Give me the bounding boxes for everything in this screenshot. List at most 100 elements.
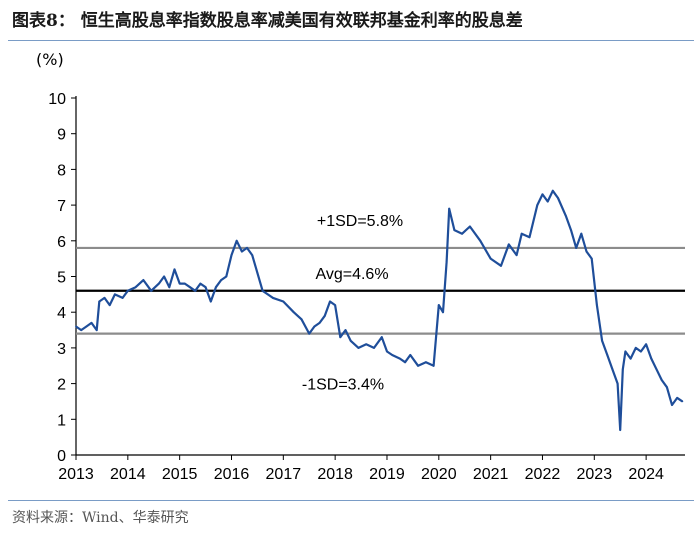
reference-label: -1SD=3.4% bbox=[302, 377, 384, 394]
data-point bbox=[272, 297, 274, 299]
data-point bbox=[282, 300, 285, 303]
data-point bbox=[442, 311, 444, 314]
data-point bbox=[215, 286, 217, 289]
data-point bbox=[126, 289, 129, 292]
x-tick-label: 2015 bbox=[162, 466, 198, 483]
data-point bbox=[645, 343, 647, 346]
data-point bbox=[596, 304, 598, 306]
data-point bbox=[373, 347, 375, 349]
data-point bbox=[536, 204, 539, 207]
data-point bbox=[349, 339, 352, 342]
data-point bbox=[660, 379, 663, 381]
data-point bbox=[365, 343, 368, 346]
data-point bbox=[266, 293, 269, 296]
data-point bbox=[515, 254, 518, 256]
data-point bbox=[134, 286, 137, 289]
data-point bbox=[619, 429, 622, 431]
data-point bbox=[183, 282, 186, 285]
y-tick-label: 0 bbox=[57, 448, 66, 465]
x-tick-label: 2017 bbox=[266, 466, 302, 483]
data-point bbox=[313, 325, 316, 328]
data-point bbox=[528, 236, 531, 239]
data-point bbox=[666, 386, 668, 389]
data-point bbox=[163, 275, 166, 278]
data-point bbox=[209, 300, 212, 303]
reference-label: Avg=4.6% bbox=[315, 266, 388, 283]
data-point bbox=[108, 304, 111, 306]
data-point bbox=[629, 357, 632, 360]
y-tick-label: 10 bbox=[48, 91, 66, 108]
data-point bbox=[323, 314, 326, 317]
data-point bbox=[386, 350, 388, 353]
data-point bbox=[557, 197, 559, 199]
data-point bbox=[199, 282, 202, 285]
data-point bbox=[204, 286, 207, 289]
data-point bbox=[437, 304, 440, 306]
data-point bbox=[85, 325, 88, 328]
data-point bbox=[251, 254, 254, 256]
data-point bbox=[616, 382, 619, 385]
data-point bbox=[300, 318, 303, 321]
data-point bbox=[178, 282, 181, 285]
reference-lines bbox=[76, 246, 685, 335]
title-rule bbox=[8, 40, 694, 41]
data-point bbox=[256, 272, 259, 274]
data-point bbox=[500, 264, 502, 267]
y-tick-label: 5 bbox=[57, 270, 66, 287]
data-point bbox=[541, 193, 544, 196]
data-point bbox=[194, 289, 197, 292]
data-point bbox=[564, 214, 567, 217]
data-point bbox=[575, 247, 578, 249]
data-point bbox=[168, 286, 171, 289]
data-point bbox=[469, 225, 471, 228]
data-point bbox=[80, 329, 83, 331]
source-rule bbox=[8, 500, 694, 501]
data-point bbox=[409, 354, 412, 356]
data-point bbox=[671, 404, 673, 406]
data-point bbox=[225, 275, 228, 278]
data-point bbox=[230, 254, 233, 256]
data-point bbox=[445, 261, 448, 264]
data-point bbox=[461, 232, 463, 235]
data-point bbox=[380, 336, 383, 339]
data-point bbox=[640, 350, 642, 353]
data-point bbox=[189, 286, 191, 289]
y-tick-label: 8 bbox=[57, 162, 66, 179]
x-tick-label: 2023 bbox=[577, 466, 613, 483]
data-point bbox=[114, 293, 116, 296]
data-point bbox=[318, 322, 321, 324]
data-point bbox=[357, 347, 360, 349]
data-point bbox=[448, 207, 451, 210]
data-point bbox=[292, 311, 295, 314]
data-point bbox=[95, 329, 98, 331]
data-point bbox=[634, 347, 637, 349]
reference-label: +1SD=5.8% bbox=[317, 213, 403, 230]
data-point bbox=[570, 229, 572, 232]
y-tick-label: 4 bbox=[57, 305, 66, 322]
x-tick-label: 2018 bbox=[317, 466, 353, 483]
data-point bbox=[580, 232, 583, 235]
y-tick-label: 7 bbox=[57, 198, 66, 215]
data-point bbox=[261, 289, 264, 292]
y-tick-label: 1 bbox=[57, 412, 66, 429]
y-axis-unit: (%) bbox=[36, 50, 64, 69]
data-point bbox=[150, 289, 153, 292]
data-point bbox=[601, 339, 603, 342]
data-point bbox=[624, 350, 627, 353]
data-point bbox=[489, 257, 492, 260]
data-point bbox=[220, 279, 223, 281]
data-point bbox=[611, 368, 614, 371]
data-point bbox=[98, 300, 101, 303]
x-tick-label: 2022 bbox=[525, 466, 561, 483]
data-point bbox=[551, 189, 554, 192]
data-point bbox=[158, 282, 160, 285]
data-point bbox=[399, 357, 401, 360]
data-point bbox=[650, 357, 653, 360]
source-note: 资料来源：Wind、华泰研究 bbox=[12, 510, 189, 526]
data-point bbox=[344, 329, 347, 331]
data-point bbox=[590, 257, 593, 260]
x-tick-label: 2016 bbox=[214, 466, 250, 483]
data-point bbox=[334, 304, 336, 306]
x-tick-label: 2013 bbox=[58, 466, 94, 483]
data-point bbox=[655, 368, 658, 371]
